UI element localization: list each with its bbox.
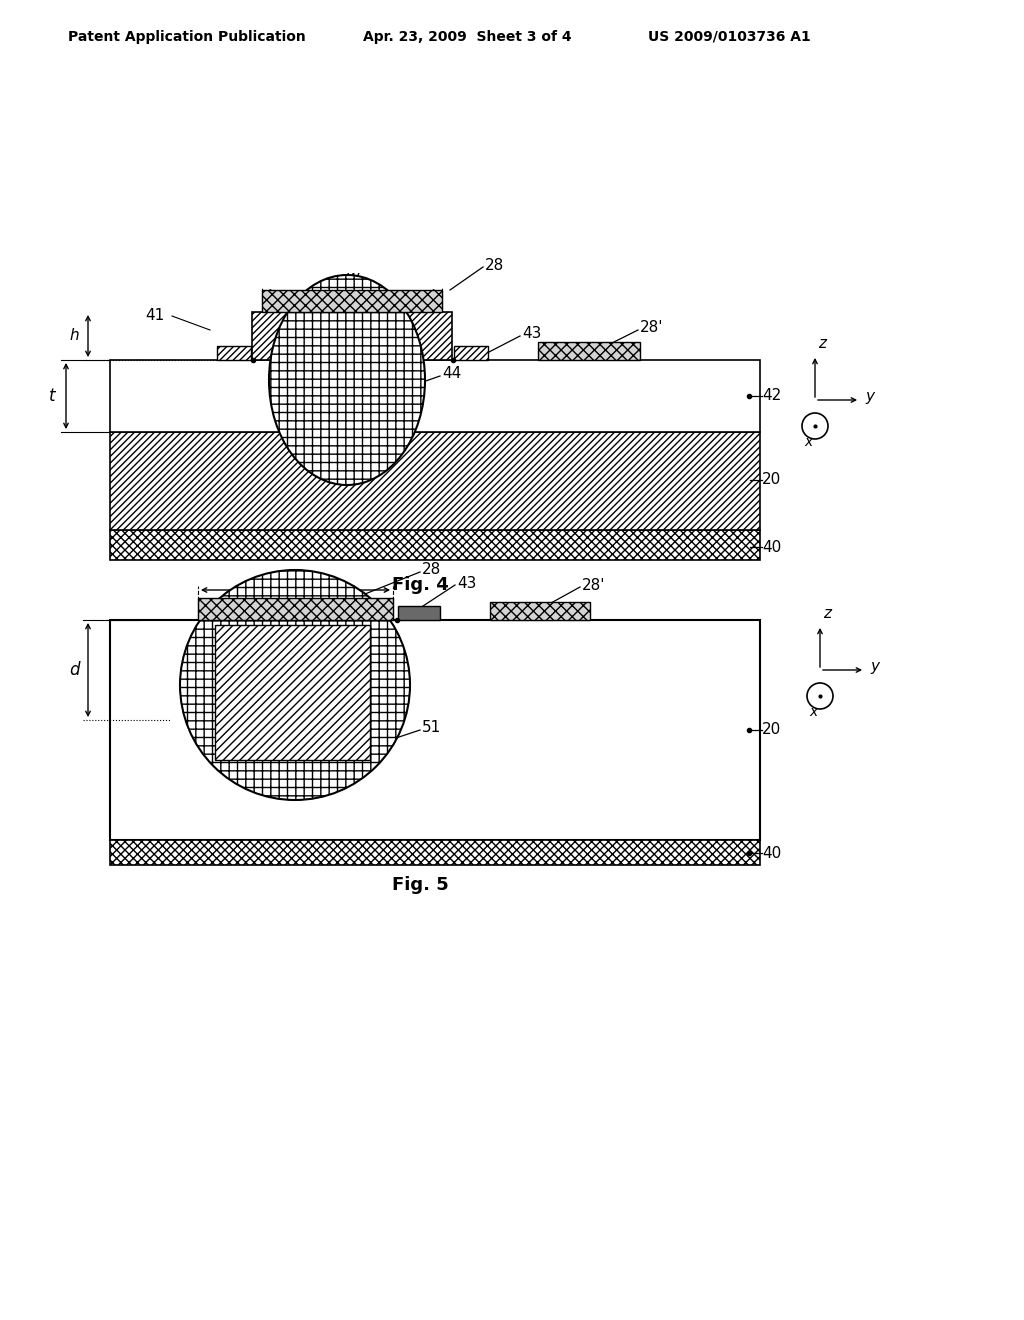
Text: 28: 28 xyxy=(422,562,441,578)
Text: 50: 50 xyxy=(382,656,401,671)
Text: 43: 43 xyxy=(457,576,476,590)
Circle shape xyxy=(807,682,833,709)
Text: y: y xyxy=(865,388,874,404)
Text: 20: 20 xyxy=(762,473,781,487)
Text: Fig. 5: Fig. 5 xyxy=(391,876,449,894)
Text: 41: 41 xyxy=(145,309,165,323)
Text: 28': 28' xyxy=(582,578,605,593)
Text: z: z xyxy=(818,335,826,351)
Text: 40: 40 xyxy=(762,846,781,861)
Bar xyxy=(538,342,640,360)
Text: w: w xyxy=(289,568,302,585)
Text: w: w xyxy=(345,269,358,286)
Circle shape xyxy=(180,570,410,800)
Text: d: d xyxy=(69,661,79,678)
Text: 40: 40 xyxy=(762,540,781,554)
Text: US 2009/0103736 A1: US 2009/0103736 A1 xyxy=(648,30,811,44)
Text: 44: 44 xyxy=(442,367,461,381)
Polygon shape xyxy=(110,620,760,840)
Circle shape xyxy=(802,413,828,440)
Bar xyxy=(490,602,590,620)
Text: Apr. 23, 2009  Sheet 3 of 4: Apr. 23, 2009 Sheet 3 of 4 xyxy=(362,30,571,44)
Text: 43: 43 xyxy=(522,326,542,342)
Polygon shape xyxy=(110,432,760,531)
Polygon shape xyxy=(110,840,760,865)
Text: t: t xyxy=(49,387,55,405)
Polygon shape xyxy=(110,360,760,432)
Polygon shape xyxy=(217,346,251,360)
Bar xyxy=(398,606,440,620)
Bar xyxy=(215,624,370,760)
Text: Fig. 4: Fig. 4 xyxy=(391,576,449,594)
Bar xyxy=(198,598,393,620)
Text: x: x xyxy=(804,436,812,449)
Text: y: y xyxy=(870,659,879,673)
Text: 42: 42 xyxy=(762,388,781,404)
Text: 28': 28' xyxy=(640,321,664,335)
Text: 51: 51 xyxy=(422,721,441,735)
Text: 28: 28 xyxy=(485,257,504,272)
Bar xyxy=(262,290,442,312)
Text: x: x xyxy=(809,705,817,719)
Polygon shape xyxy=(110,531,760,560)
Polygon shape xyxy=(252,312,452,360)
Text: Patent Application Publication: Patent Application Publication xyxy=(68,30,306,44)
Polygon shape xyxy=(454,346,488,360)
Ellipse shape xyxy=(269,275,425,484)
Text: h: h xyxy=(70,329,79,343)
Text: z: z xyxy=(823,606,831,620)
Text: 20: 20 xyxy=(762,722,781,738)
